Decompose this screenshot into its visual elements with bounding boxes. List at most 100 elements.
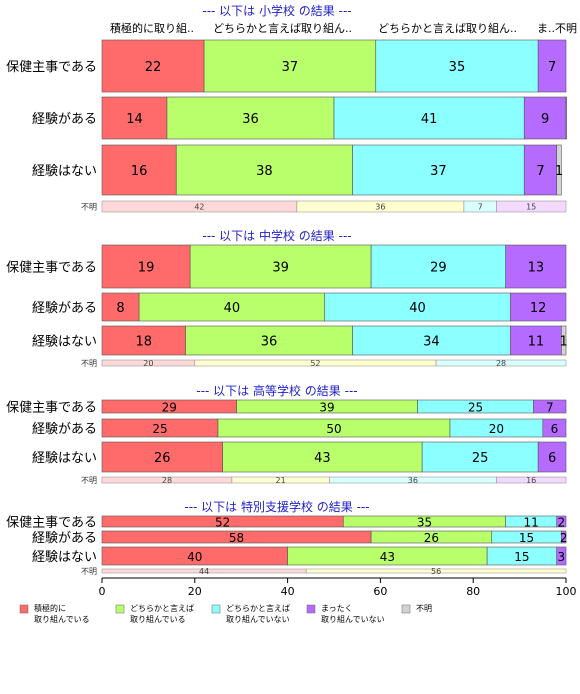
row-label-2-2: 経験はない bbox=[32, 451, 97, 466]
bar-value-label-2-1-3: 6 bbox=[551, 422, 559, 436]
bar-segment-2-0-3 bbox=[533, 399, 567, 414]
bar-value-label-1-2-2: 34 bbox=[423, 335, 440, 350]
bar-value-label-0-0-3: 7 bbox=[548, 60, 556, 75]
bar-segment-0-1-4 bbox=[565, 96, 567, 140]
bar-segment-1-2-1 bbox=[185, 325, 353, 356]
bar-segment-0-1-0 bbox=[101, 96, 168, 140]
bar-segment-0-1-2 bbox=[333, 96, 525, 140]
bar-value-label-1-0-3: 13 bbox=[528, 261, 545, 276]
unknown-row-label-1: 不明 bbox=[81, 359, 97, 368]
legend-label-2-line1: どちらかと言えば bbox=[226, 603, 290, 613]
legend-label-3-line1: まったく bbox=[321, 604, 353, 613]
bar-value-label-0-2-2: 37 bbox=[430, 164, 447, 179]
bar-segment-0-2-3 bbox=[523, 144, 558, 196]
bar-value-label-2-0-3: 7 bbox=[546, 401, 554, 415]
bar-value-label-0-1-0: 14 bbox=[126, 112, 143, 127]
unknown-value-label-2-1: 21 bbox=[276, 476, 286, 485]
bar-value-label-3-2-1: 43 bbox=[380, 550, 395, 564]
bar-value-label-1-1-0: 8 bbox=[116, 301, 124, 316]
unknown-value-label-0-0: 42 bbox=[194, 203, 204, 212]
unknown-value-label-3-0: 44 bbox=[199, 567, 209, 576]
bar-value-label-2-2-2: 25 bbox=[472, 451, 489, 466]
bar-segment-2-1-3 bbox=[542, 418, 567, 438]
row-label-3-2: 経験はない bbox=[32, 550, 97, 565]
bar-segment-0-2-1 bbox=[175, 144, 353, 196]
legend-swatch-4 bbox=[401, 604, 411, 614]
bar-segment-0-2-0 bbox=[101, 144, 177, 196]
legend-swatch-2 bbox=[211, 604, 221, 614]
bar-segment-2-2-3 bbox=[537, 441, 567, 473]
bar-segment-1-2-3 bbox=[510, 325, 562, 356]
bar-segment-1-2-4 bbox=[561, 325, 567, 356]
bar-segment-0-2-4 bbox=[556, 144, 562, 196]
bar-value-label-1-0-1: 39 bbox=[272, 261, 289, 276]
header-label-0: 積極的に取り組.. bbox=[110, 21, 194, 35]
bar-value-label-2-2-3: 6 bbox=[548, 451, 556, 466]
bar-value-label-0-2-0: 16 bbox=[131, 164, 148, 179]
legend-label-1-line1: どちらかと言えば bbox=[130, 603, 194, 613]
unknown-segment-1-2 bbox=[435, 359, 567, 367]
bar-segment-3-1-3 bbox=[561, 530, 567, 544]
unknown-value-label-0-2: 7 bbox=[478, 203, 483, 212]
bar-value-label-3-2-3: 3 bbox=[558, 550, 566, 564]
bar-value-label-0-2-4: 1 bbox=[555, 164, 563, 179]
bar-value-label-0-0-0: 22 bbox=[145, 60, 162, 75]
bar-value-label-3-0-3: 2 bbox=[558, 516, 566, 530]
bar-value-label-3-2-2: 15 bbox=[514, 550, 529, 564]
panel-title-1: --- 以下は 中学校 の結果 --- bbox=[202, 228, 351, 243]
bar-segment-0-0-2 bbox=[375, 39, 539, 93]
panel-title-3: --- 以下は 特別支援学校 の結果 --- bbox=[184, 499, 369, 514]
bar-value-label-3-2-0: 40 bbox=[187, 550, 202, 564]
bar-value-label-1-0-2: 29 bbox=[430, 261, 447, 276]
bar-segment-1-0-0 bbox=[101, 244, 191, 289]
bar-value-label-0-1-3: 9 bbox=[541, 112, 549, 127]
x-tick-label-2: 40 bbox=[281, 585, 295, 598]
bar-value-label-1-0-0: 19 bbox=[138, 261, 155, 276]
bar-segment-3-2-3 bbox=[556, 546, 567, 566]
unknown-value-label-1-0: 20 bbox=[143, 359, 153, 368]
legend-swatch-0 bbox=[19, 604, 29, 614]
unknown-value-label-0-1: 36 bbox=[375, 203, 385, 212]
bar-value-label-3-1-2: 15 bbox=[519, 531, 534, 545]
bar-value-label-3-1-1: 26 bbox=[424, 531, 439, 545]
x-tick-label-3: 60 bbox=[373, 585, 387, 598]
bar-segment-1-1-2 bbox=[324, 292, 511, 322]
panel-title-2: --- 以下は 高等学校 の結果 --- bbox=[196, 383, 357, 398]
bar-value-label-3-0-1: 35 bbox=[417, 516, 432, 530]
unknown-segment-0-3 bbox=[496, 200, 567, 213]
bar-segment-0-0-1 bbox=[203, 39, 377, 93]
legend-label-2-line2: 取り組んでいない bbox=[226, 614, 290, 624]
bar-value-label-2-0-2: 25 bbox=[468, 401, 483, 415]
bar-segment-1-1-1 bbox=[138, 292, 326, 322]
bar-value-label-1-2-1: 36 bbox=[261, 335, 278, 350]
row-label-2-1: 経験がある bbox=[32, 422, 97, 437]
bar-value-label-0-2-1: 38 bbox=[256, 164, 273, 179]
unknown-row-label-3: 不明 bbox=[81, 567, 97, 576]
bar-value-label-1-2-4: 1 bbox=[560, 335, 568, 350]
x-tick-label-4: 80 bbox=[466, 585, 480, 598]
row-label-0-2: 経験はない bbox=[32, 164, 97, 179]
unknown-value-label-1-2: 28 bbox=[496, 359, 506, 368]
row-label-1-0: 保健主事である bbox=[6, 261, 97, 276]
bar-value-label-1-2-0: 18 bbox=[135, 335, 152, 350]
bar-segment-0-0-3 bbox=[537, 39, 567, 93]
header-label-1: どちらかと言えば取り組ん.. bbox=[213, 22, 352, 35]
unknown-value-label-2-2: 36 bbox=[408, 476, 418, 485]
unknown-segment-3-1 bbox=[305, 568, 567, 574]
bar-segment-0-1-1 bbox=[166, 96, 335, 140]
legend-swatch-3 bbox=[306, 604, 316, 614]
row-label-1-1: 経験がある bbox=[32, 301, 97, 316]
bar-segment-1-0-3 bbox=[505, 244, 567, 289]
unknown-value-label-0-3: 15 bbox=[526, 203, 536, 212]
legend-label-0-line2: 取り組んでいる bbox=[34, 614, 90, 624]
bar-value-label-2-1-0: 25 bbox=[152, 422, 167, 436]
bar-value-label-0-0-2: 35 bbox=[449, 60, 466, 75]
unknown-value-label-1-1: 52 bbox=[310, 359, 320, 368]
x-tick-label-5: 100 bbox=[556, 585, 577, 598]
unknown-value-label-2-0: 28 bbox=[162, 476, 172, 485]
header-label-4: 不明 bbox=[555, 22, 577, 35]
bar-value-label-0-1-2: 41 bbox=[421, 112, 438, 127]
bar-value-label-2-0-1: 39 bbox=[319, 401, 334, 415]
row-label-3-1: 経験がある bbox=[32, 531, 97, 546]
